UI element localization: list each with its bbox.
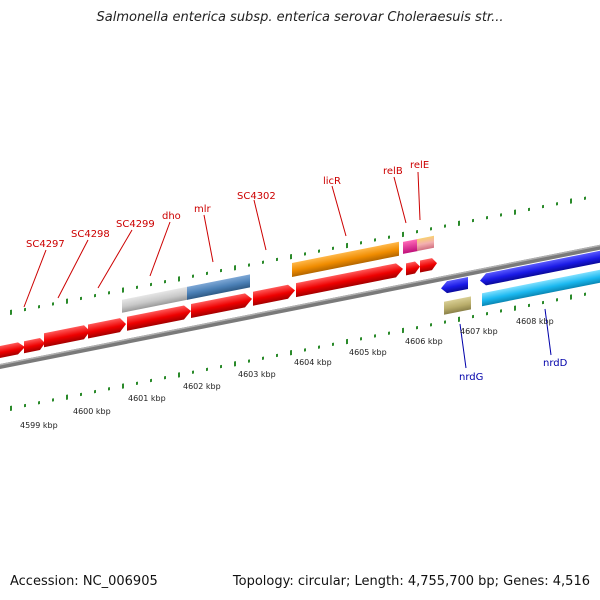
- gene-label-mlr: mlr: [194, 204, 212, 215]
- gene-label-relE: relE: [410, 160, 429, 171]
- ruler-label: 4602 kbp: [183, 382, 221, 391]
- gene-bar-licR: [292, 241, 399, 277]
- ruler-label: 4608 kbp: [516, 317, 554, 326]
- gene-arrow: [191, 293, 252, 319]
- gene-bar-nrdD: [482, 269, 600, 307]
- gene-arrow-relE: [420, 258, 437, 273]
- accession-text: Accession: NC_006905: [10, 574, 158, 589]
- gene-label-dho: dho: [162, 211, 181, 222]
- ruler-label: 4603 kbp: [238, 370, 276, 379]
- ruler-label: 4600 kbp: [73, 407, 111, 416]
- page-title: Salmonella enterica subsp. enterica sero…: [96, 10, 504, 25]
- label-leader-lines: [23, 171, 552, 369]
- gene-arrow-reverse: [441, 277, 468, 294]
- genome-summary-text: Topology: circular; Length: 4,755,700 bp…: [232, 574, 590, 589]
- gene-label-relB: relB: [383, 166, 403, 177]
- gene-bar-nrdG: [444, 296, 471, 315]
- lower-tick-line: [10, 292, 586, 412]
- gene-arrow: [24, 338, 45, 354]
- gene-arrow: [253, 284, 295, 306]
- gene-arrow-reverse: [480, 250, 600, 286]
- gene-arrow: [88, 318, 126, 339]
- gene-bar-grey: [122, 286, 188, 313]
- gene-bar-relB: [403, 238, 418, 254]
- gene-arrow: [127, 305, 191, 331]
- gene-arrow: [44, 325, 90, 348]
- ruler-label: 4601 kbp: [128, 394, 166, 403]
- ruler-label: 4604 kbp: [294, 358, 332, 367]
- gene-label-SC4299: SC4299: [116, 219, 155, 230]
- upper-tick-line: [10, 196, 586, 316]
- gene-label-SC4302: SC4302: [237, 191, 276, 202]
- ruler-label: 4605 kbp: [349, 348, 387, 357]
- gene-bar-relE: [417, 235, 434, 252]
- gene-arrow: [296, 263, 403, 298]
- gene-label-SC4297: SC4297: [26, 239, 65, 250]
- gene-label-nrdD: nrdD: [543, 358, 568, 369]
- ruler-label: 4607 kbp: [460, 327, 498, 336]
- gene-label-nrdG: nrdG: [459, 372, 483, 383]
- gene-label-licR: licR: [323, 176, 341, 187]
- gene-label-SC4298: SC4298: [71, 229, 110, 240]
- gene-arrow: [0, 342, 25, 358]
- ruler-label: 4606 kbp: [405, 337, 443, 346]
- ruler-label: 4599 kbp: [20, 421, 58, 430]
- gene-bar-steel: [187, 274, 250, 300]
- gene-arrow-relB: [406, 261, 420, 276]
